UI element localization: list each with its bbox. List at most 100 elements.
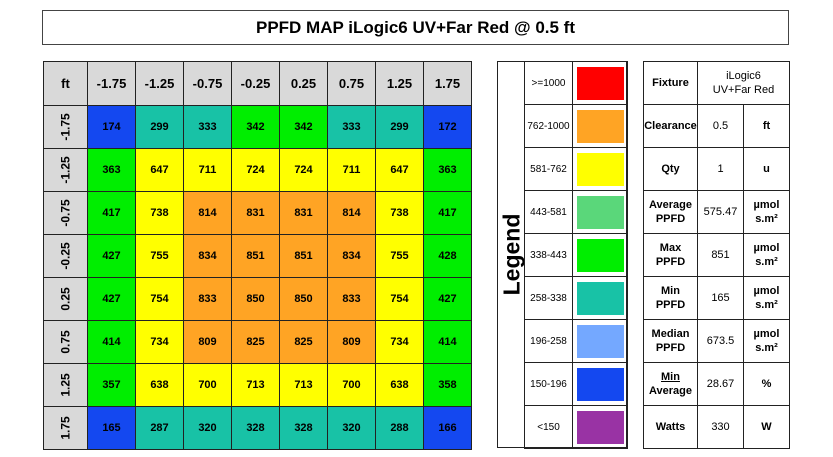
heatmap-row: -0.25 427 755 834 851 851 834 755 428	[43, 234, 472, 278]
legend-range-label: 443-581	[524, 190, 573, 234]
heatmap-cell: 738	[135, 191, 184, 235]
heatmap-cell: 831	[231, 191, 280, 235]
stats-label-max: Max PPFD	[643, 233, 698, 277]
legend-swatch	[576, 152, 624, 186]
legend-swatch	[576, 238, 624, 272]
heatmap-cell: 755	[375, 234, 424, 278]
fixture-name: iLogic6 UV+Far Red	[712, 70, 775, 96]
uniformity-denominator: Average	[648, 385, 692, 397]
heatmap-cell: 414	[423, 320, 472, 364]
legend-row: 581-762	[524, 147, 628, 191]
y-tick-label: -0.25	[58, 242, 73, 270]
stats-row-max: Max PPFD 851 µmol s.m²	[643, 233, 790, 277]
stats-unit-qty: u	[743, 147, 790, 191]
stats-unit-min-text: µmol s.m²	[753, 285, 780, 311]
heatmap-cell: 166	[423, 406, 472, 450]
heatmap-cell: 638	[135, 363, 184, 407]
heatmap-cell: 427	[87, 277, 136, 321]
heatmap-cell: 427	[87, 234, 136, 278]
stats-label-max-text: Max PPFD	[655, 242, 686, 268]
stats-label-uniformity: Min Average	[643, 362, 698, 406]
heatmap-cell: 428	[423, 234, 472, 278]
stats-label-clearance: Clearance	[643, 104, 698, 148]
heatmap-cell: 320	[183, 406, 232, 450]
legend-title-wrap: Legend	[498, 62, 525, 447]
y-tick-label: 0.25	[58, 287, 73, 311]
legend-swatch-cell	[572, 104, 628, 148]
x-tick-label: -0.25	[231, 61, 280, 106]
heatmap-cell: 638	[375, 363, 424, 407]
y-tick-label: 1.75	[58, 416, 73, 440]
stats-value-median: 673.5	[697, 319, 744, 363]
heatmap-cell: 833	[183, 277, 232, 321]
heatmap-cell: 814	[183, 191, 232, 235]
y-tick-cell: -0.75	[43, 191, 88, 235]
heatmap-cell: 299	[135, 105, 184, 149]
heatmap-cell: 320	[327, 406, 376, 450]
heatmap-cell: 734	[375, 320, 424, 364]
heatmap-cell: 809	[327, 320, 376, 364]
stats-value-max: 851	[697, 233, 744, 277]
stats-value-clearance: 0.5	[697, 104, 744, 148]
legend-row: 443-581	[524, 190, 628, 234]
stats-value-uniformity: 28.67	[697, 362, 744, 406]
heatmap-cell: 831	[279, 191, 328, 235]
heatmap-cell: 713	[279, 363, 328, 407]
stats-unit-max-text: µmol s.m²	[753, 242, 780, 268]
heatmap-cell: 738	[375, 191, 424, 235]
stats-row-average: Average PPFD 575.47 µmol s.m²	[643, 190, 790, 234]
y-tick-label: 0.75	[58, 330, 73, 354]
stats-unit-uniformity: %	[743, 362, 790, 406]
stats-value-fixture: iLogic6 UV+Far Red	[697, 61, 790, 105]
heatmap-cell: 165	[87, 406, 136, 450]
legend-row: 762-1000	[524, 104, 628, 148]
stats-label-min: Min PPFD	[643, 276, 698, 320]
heatmap-row: -1.75 174 299 333 342 342 333 299 172	[43, 105, 472, 149]
stats-unit-average: µmol s.m²	[743, 190, 790, 234]
heatmap-header-row: ft -1.75 -1.25 -0.75 -0.25 0.25 0.75 1.25 1.75	[43, 61, 472, 106]
legend-range-label: 258-338	[524, 276, 573, 320]
y-tick-label: -0.75	[58, 199, 73, 227]
stats-value-qty: 1	[697, 147, 744, 191]
heatmap-cell: 172	[423, 105, 472, 149]
legend-table: >=1000 762-1000 581-762 443-581 338-443 258-3…	[524, 61, 628, 449]
heatmap-cell: 711	[183, 148, 232, 192]
heatmap-row: 0.25 427 754 833 850 850 833 754 427	[43, 277, 472, 321]
stats-row-median: Median PPFD 673.5 µmol s.m²	[643, 319, 790, 363]
legend-swatch	[576, 410, 624, 444]
legend-row: <150	[524, 405, 628, 449]
heatmap-corner-label: ft	[43, 61, 88, 106]
stats-label-qty: Qty	[643, 147, 698, 191]
legend-swatch-cell	[572, 319, 628, 363]
legend-swatch	[576, 66, 624, 100]
y-tick-label: -1.25	[58, 156, 73, 184]
heatmap-cell: 647	[135, 148, 184, 192]
heatmap-row: 1.25 357 638 700 713 713 700 638 358	[43, 363, 472, 407]
heatmap-cell: 174	[87, 105, 136, 149]
heatmap-cell: 814	[327, 191, 376, 235]
legend-swatch-cell	[572, 147, 628, 191]
y-tick-cell: 1.25	[43, 363, 88, 407]
heatmap-cell: 342	[279, 105, 328, 149]
heatmap-row: -0.75 417 738 814 831 831 814 738 417	[43, 191, 472, 235]
stats-row-watts: Watts 330 W	[643, 405, 790, 449]
legend-swatch-cell	[572, 362, 628, 406]
heatmap-cell: 851	[231, 234, 280, 278]
heatmap-cell: 851	[279, 234, 328, 278]
legend-swatch-cell	[572, 405, 628, 449]
heatmap-cell: 724	[231, 148, 280, 192]
stats-unit-max: µmol s.m²	[743, 233, 790, 277]
heatmap-cell: 850	[279, 277, 328, 321]
stats-label-watts: Watts	[643, 405, 698, 449]
legend-row: 150-196	[524, 362, 628, 406]
stats-label-median-text: Median PPFD	[651, 328, 690, 354]
heatmap-cell: 809	[183, 320, 232, 364]
heatmap-cell: 734	[135, 320, 184, 364]
heatmap-cell: 288	[375, 406, 424, 450]
legend-row: 196-258	[524, 319, 628, 363]
stats-table: Fixture iLogic6 UV+Far Red Clearance 0.5…	[643, 61, 790, 449]
legend-range-label: <150	[524, 405, 573, 449]
heatmap-cell: 711	[327, 148, 376, 192]
legend-swatch	[576, 281, 624, 315]
heatmap-row: 1.75 165 287 320 328 328 320 288 166	[43, 406, 472, 450]
